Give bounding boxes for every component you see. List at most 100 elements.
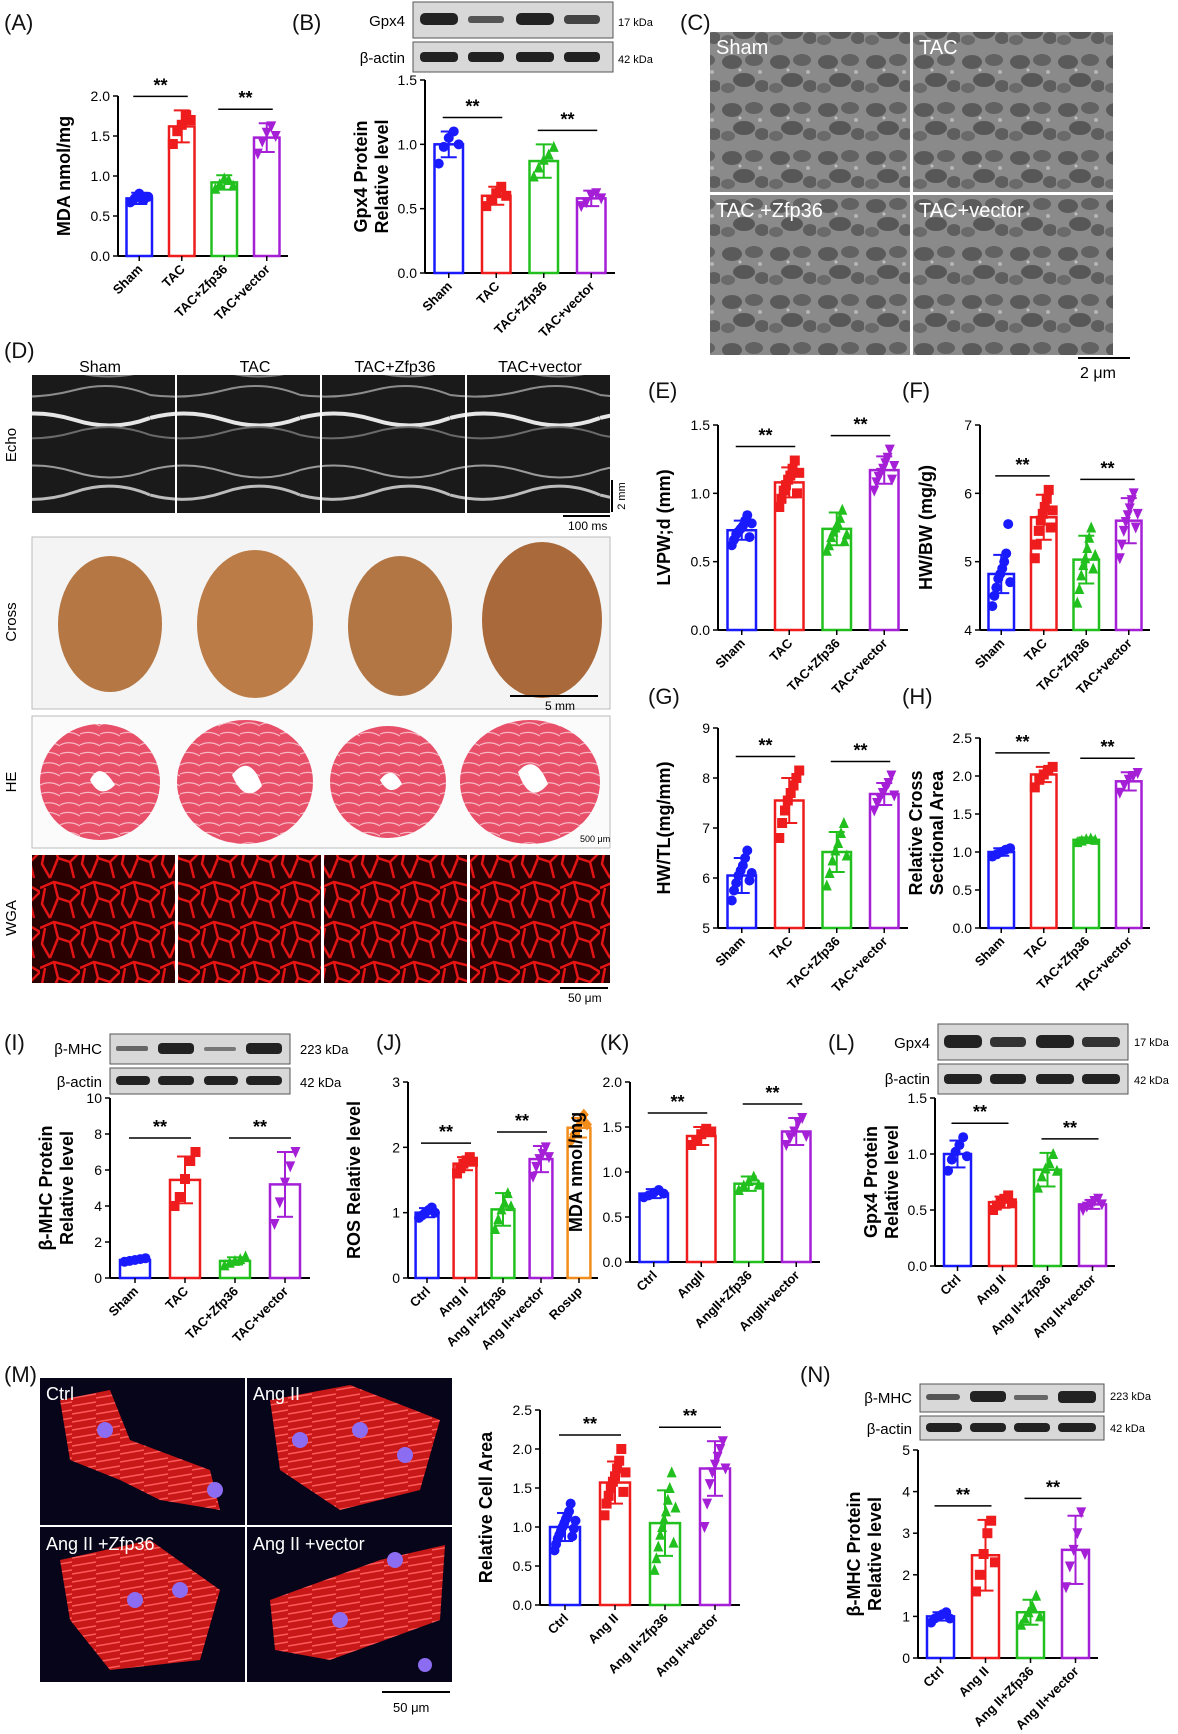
data-point <box>1119 780 1130 792</box>
data-point <box>649 1563 660 1575</box>
panel-label-l: (L) <box>828 1030 855 1055</box>
he-scale-label: 500 μm <box>580 834 610 844</box>
nucleus <box>387 1552 403 1568</box>
x-tick-label: TAC <box>159 261 188 290</box>
blot-n-label-2: β-actin <box>867 1421 912 1438</box>
data-point <box>1047 505 1058 516</box>
band <box>1014 1395 1048 1400</box>
cell-shape-angii <box>270 1385 440 1510</box>
data-point <box>1072 1528 1083 1540</box>
echo-scale-v: 2 mm <box>616 482 628 510</box>
data-point <box>1132 508 1143 520</box>
data-point <box>252 148 263 160</box>
data-point <box>1090 548 1101 560</box>
significance-label: ** <box>853 741 867 761</box>
data-point <box>176 119 187 130</box>
y-axis-label: β-MHC ProteinRelative level <box>844 1492 885 1617</box>
data-point <box>742 510 753 521</box>
em-image-sham <box>710 32 910 192</box>
x-tick-label: Ctrl <box>920 1664 946 1690</box>
data-point <box>1035 515 1046 526</box>
x-tick-label: Sham <box>712 934 748 970</box>
significance-label: ** <box>956 1485 970 1505</box>
y-axis-label-line: Relative Cell Area <box>476 1431 496 1583</box>
y-axis-label-line: Relative level <box>865 1497 885 1611</box>
band <box>468 52 504 62</box>
data-point <box>533 161 544 173</box>
data-point <box>742 845 753 856</box>
data-point <box>501 190 512 201</box>
y-tick-label: 4 <box>902 1484 910 1500</box>
data-point <box>1037 508 1048 519</box>
data-point <box>1033 525 1044 536</box>
significance-label: ** <box>1100 458 1114 478</box>
row-label-he: HE <box>3 772 20 793</box>
y-tick-label: 0.0 <box>908 1258 928 1274</box>
blot-n-kda-1: 223 kDa <box>1110 1391 1152 1403</box>
y-tick-label: 1 <box>902 1608 910 1624</box>
y-tick-label: 0 <box>392 1270 400 1286</box>
y-axis-label: HW/TL(mg/mm) <box>654 762 674 895</box>
data-point <box>827 854 838 866</box>
y-axis-label: Gpx4 ProteinRelative level <box>351 119 392 233</box>
data-point <box>657 1521 668 1532</box>
y-tick-label: 0.5 <box>691 554 711 570</box>
chart-b: 0.0 0.5 1.0 1.5 Gpx4 ProteinRelative level Sh… <box>351 72 615 340</box>
data-point <box>801 1131 812 1142</box>
y-axis-label-line: Sectional Area <box>927 770 947 895</box>
data-point <box>717 1436 728 1448</box>
y-tick-label: 0.0 <box>398 265 418 281</box>
data-point <box>785 470 796 481</box>
data-point <box>833 837 844 848</box>
band <box>564 52 600 62</box>
panel-label-c: (C) <box>680 10 711 35</box>
significance-label: ** <box>583 1414 597 1434</box>
bar <box>1072 838 1101 930</box>
data-point <box>1044 1156 1055 1168</box>
panel-label-h: (H) <box>902 684 933 709</box>
band <box>116 1046 148 1051</box>
y-axis-label-line: Relative level <box>372 119 392 233</box>
data-point <box>882 452 893 464</box>
data-point <box>1082 542 1093 553</box>
cell-scale-label: 50 μm <box>393 1700 429 1715</box>
data-point <box>564 1506 575 1517</box>
data-point <box>789 455 800 466</box>
y-tick-label: 1.0 <box>603 1164 623 1180</box>
significance-label: ** <box>253 1117 267 1137</box>
x-tick-label: Sham <box>972 636 1008 672</box>
em-label-sham: Sham <box>716 37 768 59</box>
data-point <box>731 878 742 888</box>
panel-label-i: (I) <box>4 1030 25 1055</box>
data-point <box>664 1482 675 1493</box>
data-point <box>143 191 154 202</box>
nucleus <box>352 1422 368 1438</box>
y-tick-label: 0.5 <box>398 201 418 217</box>
data-point <box>429 1207 440 1218</box>
data-point <box>576 201 587 213</box>
band <box>1082 1074 1120 1084</box>
data-point <box>986 1515 997 1526</box>
data-point <box>570 1515 581 1526</box>
y-tick-label: 8 <box>702 770 710 786</box>
data-point <box>1076 569 1087 581</box>
y-axis-label-line: β-MHC Protein <box>36 1126 56 1251</box>
data-point <box>733 1184 744 1195</box>
x-tick-label: TAC <box>1021 933 1050 962</box>
data-point <box>1006 1198 1017 1209</box>
y-tick-label: 2 <box>902 1567 910 1583</box>
data-point <box>596 193 607 205</box>
data-point <box>1093 1193 1104 1205</box>
data-point <box>540 1142 551 1154</box>
data-point <box>744 532 755 543</box>
y-tick-label: 1.5 <box>513 1480 533 1496</box>
nucleus <box>418 1658 432 1672</box>
significance-label: ** <box>670 1092 684 1112</box>
data-point <box>174 1192 185 1202</box>
data-point <box>467 1156 478 1167</box>
data-point <box>1005 843 1016 854</box>
y-tick-label: 7 <box>964 417 972 433</box>
data-point <box>884 444 895 456</box>
